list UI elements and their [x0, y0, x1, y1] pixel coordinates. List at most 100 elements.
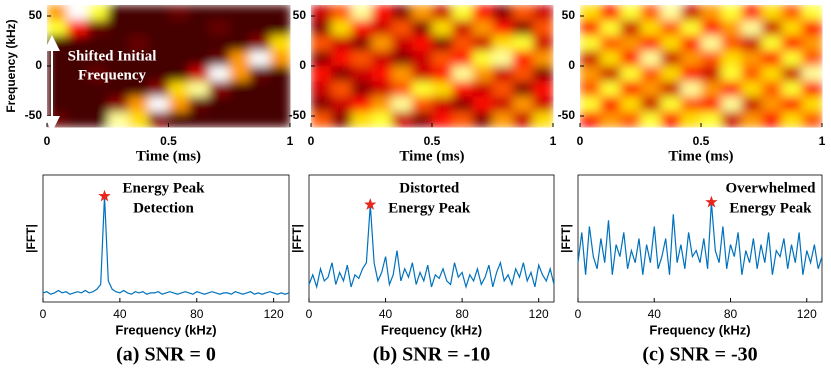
- x-tick-label: 0: [40, 307, 47, 321]
- heat-cell: [391, 96, 413, 113]
- heat-cell: [107, 81, 129, 97]
- heat-cell: [188, 5, 210, 21]
- heat-cell: [432, 96, 453, 113]
- heat-cell: [269, 66, 291, 82]
- heat-cell: [512, 50, 534, 67]
- heat-cell: [761, 5, 783, 21]
- heat-cell: [371, 50, 393, 67]
- heat-cell: [580, 5, 601, 21]
- heat-cell: [492, 66, 514, 82]
- heat-cell: [532, 35, 554, 52]
- heat-cell: [532, 81, 554, 97]
- heat-cell: [411, 5, 433, 21]
- heat-cell: [801, 35, 823, 52]
- heat-cell: [492, 35, 514, 52]
- heat-cell: [620, 96, 641, 113]
- peak-star: [98, 189, 111, 202]
- x-tick-label: 0: [575, 307, 582, 321]
- heat-cell: [311, 81, 332, 97]
- heat-cell: [600, 96, 621, 113]
- heat-cell: [47, 111, 68, 128]
- y-tick-label: -50: [558, 108, 576, 122]
- heat-cell: [432, 50, 453, 67]
- heat-cell: [67, 111, 88, 128]
- x-tick-label: 120: [529, 307, 549, 321]
- x-tick-label: 40: [379, 307, 393, 321]
- heat-cell: [761, 35, 783, 52]
- heat-cell: [107, 35, 129, 52]
- heat-cell: [432, 5, 453, 21]
- annotation: Energy Peak: [729, 200, 812, 216]
- heat-cell: [148, 96, 169, 113]
- annotation: Energy Peak: [122, 180, 205, 196]
- x-axis-label: Frequency (kHz): [381, 322, 482, 337]
- heat-cell: [580, 20, 601, 36]
- heat-cell: [532, 20, 554, 36]
- heat-cell: [532, 111, 554, 128]
- plot-frame: [42, 174, 290, 303]
- heat-cell: [781, 5, 803, 21]
- heat-cell: [128, 5, 149, 21]
- heat-cell: [411, 35, 433, 52]
- heat-cell: [580, 50, 601, 67]
- x-tick-label: 0.5: [424, 134, 441, 148]
- y-tick-label: 0: [35, 58, 42, 72]
- heat-cell: [168, 111, 190, 128]
- heat-cell: [351, 20, 372, 36]
- annotation: Overwhelmed: [725, 180, 816, 196]
- y-axis-label: |FFT|: [559, 224, 573, 253]
- heat-cell: [249, 50, 271, 67]
- heat-cell: [721, 111, 742, 128]
- heat-cell: [209, 5, 230, 21]
- heat-cell: [209, 35, 230, 52]
- y-tick-label: 50: [293, 8, 307, 22]
- heat-cell: [371, 35, 393, 52]
- heat-cell: [148, 35, 169, 52]
- heat-cell: [331, 5, 352, 21]
- fft-line: [42, 196, 290, 295]
- heat-cell: [512, 96, 534, 113]
- heat-cell: [801, 20, 823, 36]
- heat-cell: [209, 50, 230, 67]
- heat-cell: [640, 50, 662, 67]
- heat-cell: [660, 81, 682, 97]
- y-axis-label: |FFT|: [290, 224, 304, 253]
- heat-cell: [741, 50, 762, 67]
- x-tick-label: 40: [648, 307, 662, 321]
- heat-cell: [660, 96, 682, 113]
- heat-cell: [331, 20, 352, 36]
- heat-cell: [269, 96, 291, 113]
- heatmap: [47, 5, 291, 128]
- heat-cell: [660, 111, 682, 128]
- heat-cell: [107, 111, 129, 128]
- heat-cell: [47, 35, 68, 52]
- heat-cell: [721, 81, 742, 97]
- heat-cell: [311, 50, 332, 67]
- heat-cell: [188, 35, 210, 52]
- heat-cell: [600, 20, 621, 36]
- heat-cell: [269, 5, 291, 21]
- heat-cell: [351, 81, 372, 97]
- heat-cell: [249, 20, 271, 36]
- heat-cell: [391, 81, 413, 97]
- heat-cell: [781, 50, 803, 67]
- heat-cell: [512, 5, 534, 21]
- heat-cell: [680, 5, 702, 21]
- heat-cell: [680, 20, 702, 36]
- heat-cell: [229, 111, 250, 128]
- heat-cell: [229, 5, 250, 21]
- x-tick-label: 40: [113, 307, 127, 321]
- heat-cell: [188, 20, 210, 36]
- heat-cell: [391, 5, 413, 21]
- heat-cell: [168, 20, 190, 36]
- y-axis-label: Frequency (kHz): [4, 19, 18, 112]
- heat-cell: [432, 35, 453, 52]
- x-tick-label: 0.5: [693, 134, 710, 148]
- heat-cell: [107, 96, 129, 113]
- heat-cell: [188, 66, 210, 82]
- heat-cell: [761, 66, 783, 82]
- heat-cell: [331, 96, 352, 113]
- heat-cell: [229, 81, 250, 97]
- heat-cell: [472, 81, 493, 97]
- x-axis-label: Time (ms): [668, 148, 733, 164]
